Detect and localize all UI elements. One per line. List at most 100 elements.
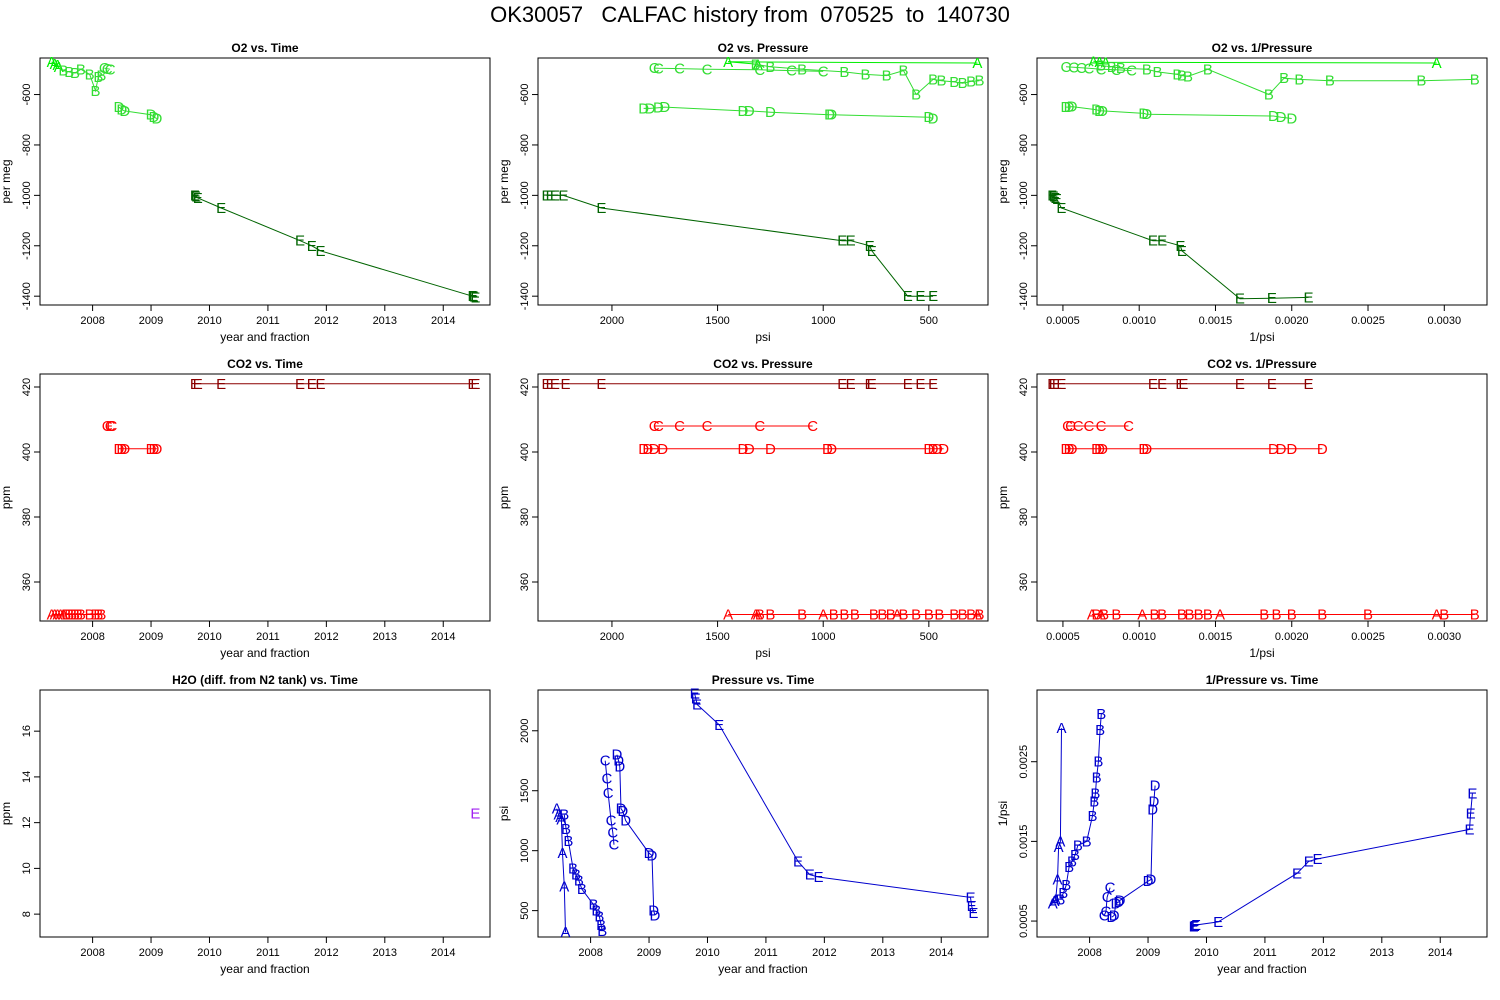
- data-point-B: B: [1203, 607, 1213, 624]
- data-point-D: D: [116, 441, 127, 458]
- data-point-E: E: [541, 376, 551, 393]
- data-point-D: D: [1141, 441, 1152, 458]
- y-tick-label: 420: [1018, 378, 1030, 396]
- data-point-D: D: [928, 441, 939, 458]
- data-point-C: C: [754, 418, 765, 435]
- series-line-C: [654, 67, 824, 72]
- data-point-A: A: [1050, 893, 1060, 910]
- y-axis-label: per meg: [497, 159, 511, 203]
- data-point-E: E: [1177, 243, 1187, 260]
- x-tick-label: 500: [920, 315, 938, 327]
- panel-title: Pressure vs. Time: [712, 673, 815, 687]
- data-point-B: B: [937, 73, 947, 90]
- data-point-A: A: [1057, 720, 1067, 737]
- data-point-E: E: [1313, 851, 1323, 868]
- data-point-B: B: [1185, 607, 1195, 624]
- data-point-A: A: [47, 54, 57, 71]
- data-point-B: B: [877, 607, 887, 624]
- data-point-B: B: [1264, 87, 1274, 104]
- x-tick-label: 1500: [705, 631, 729, 643]
- data-point-E: E: [1157, 376, 1167, 393]
- data-point-B: B: [1089, 794, 1099, 811]
- y-tick-label: -1400: [1018, 282, 1030, 310]
- data-point-E: E: [470, 289, 480, 306]
- x-tick-label: 2010: [197, 315, 221, 327]
- data-point-B: B: [1416, 73, 1426, 90]
- data-point-D: D: [151, 110, 162, 127]
- x-tick-label: 2014: [431, 947, 455, 959]
- data-point-B: B: [1092, 770, 1102, 787]
- x-axis-label: year and fraction: [220, 330, 309, 344]
- data-point-D: D: [649, 907, 660, 924]
- data-point-B: B: [1064, 859, 1074, 876]
- x-tick-label: 2009: [139, 947, 163, 959]
- data-point-D: D: [1113, 894, 1124, 911]
- data-point-B: B: [797, 61, 807, 78]
- data-point-B: B: [958, 75, 968, 92]
- data-point-E: E: [190, 187, 200, 204]
- data-point-A: A: [53, 607, 63, 624]
- plot-frame: [39, 373, 491, 622]
- x-axis-label: 1/psi: [1249, 646, 1274, 660]
- data-point-E: E: [546, 187, 556, 204]
- series-line-A: [51, 61, 60, 68]
- data-point-E: E: [1047, 187, 1057, 204]
- data-point-A: A: [50, 56, 60, 73]
- data-point-C: C: [1101, 904, 1112, 921]
- data-point-D: D: [613, 753, 624, 770]
- data-point-A: A: [1101, 54, 1111, 71]
- x-tick-label: 2012: [812, 947, 836, 959]
- data-point-D: D: [647, 847, 658, 864]
- data-point-B: B: [1470, 607, 1480, 624]
- x-tick-label: 2014: [929, 947, 953, 959]
- data-point-E: E: [1267, 290, 1277, 307]
- y-tick-label: -600: [519, 84, 531, 106]
- data-point-D: D: [1276, 441, 1287, 458]
- data-point-D: D: [1067, 99, 1078, 116]
- plot-frame: [537, 373, 989, 622]
- series-line-B: [755, 63, 980, 96]
- x-axis-label: psi: [755, 646, 770, 660]
- data-point-D: D: [938, 441, 949, 458]
- data-point-D: D: [146, 441, 157, 458]
- y-tick-label: 16: [21, 725, 33, 737]
- x-tick-label: 0.0005: [1046, 315, 1080, 327]
- data-point-E: E: [467, 376, 477, 393]
- data-point-E: E: [1467, 786, 1477, 803]
- x-tick-label: 2013: [871, 947, 895, 959]
- data-point-E: E: [967, 898, 977, 915]
- data-point-B: B: [571, 867, 581, 884]
- data-point-B: B: [797, 607, 807, 624]
- data-point-D: D: [744, 441, 755, 458]
- data-point-A: A: [1054, 839, 1064, 856]
- data-point-C: C: [674, 418, 685, 435]
- data-point-D: D: [738, 103, 749, 120]
- data-point-D: D: [1138, 441, 1149, 458]
- data-point-B: B: [91, 83, 101, 100]
- series-line-B: [1059, 713, 1102, 900]
- data-point-D: D: [649, 441, 660, 458]
- data-point-E: E: [1148, 376, 1158, 393]
- data-point-E: E: [1157, 233, 1167, 250]
- data-point-C: C: [1061, 59, 1072, 76]
- panel-title: CO2 vs. Pressure: [713, 357, 813, 371]
- plot-frame: [1036, 57, 1488, 306]
- y-tick-label: 2000: [519, 719, 531, 743]
- data-point-B: B: [1294, 71, 1304, 88]
- data-point-D: D: [1150, 778, 1161, 795]
- x-tick-label: 2014: [431, 631, 455, 643]
- data-point-D: D: [1268, 441, 1279, 458]
- data-point-C: C: [105, 418, 116, 435]
- data-point-D: D: [1115, 892, 1126, 909]
- y-tick-label: 14: [21, 771, 33, 783]
- data-point-E: E: [1267, 376, 1277, 393]
- x-tick-label: 2014: [431, 315, 455, 327]
- data-point-C: C: [1083, 60, 1094, 77]
- data-point-B: B: [1067, 853, 1077, 870]
- data-point-D: D: [620, 813, 631, 830]
- data-point-B: B: [61, 607, 71, 624]
- data-point-B: B: [1325, 73, 1335, 90]
- data-point-E: E: [467, 288, 477, 305]
- data-point-D: D: [826, 107, 837, 124]
